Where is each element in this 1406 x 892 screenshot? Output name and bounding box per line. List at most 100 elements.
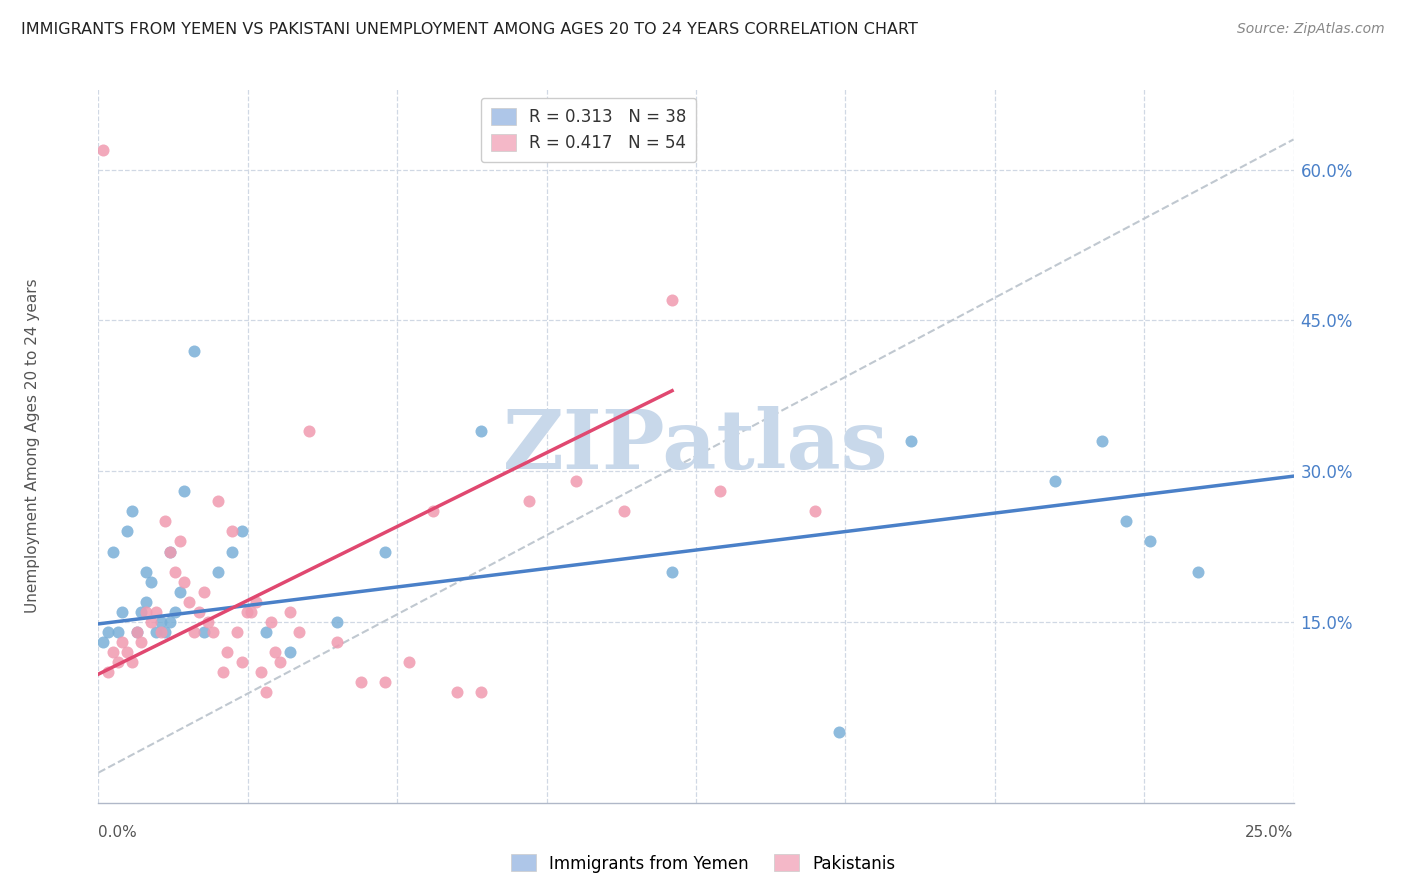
Point (193, 584, 215, 599)
Text: IMMIGRANTS FROM YEMEN VS PAKISTANI UNEMPLOYMENT AMONG AGES 20 TO 24 YEARS CORREL: IMMIGRANTS FROM YEMEN VS PAKISTANI UNEMP… (21, 22, 918, 37)
Point (183, 624, 205, 639)
Point (115, 524, 138, 539)
Point (517, 494, 540, 508)
Point (139, 615, 162, 629)
Point (101, 645, 124, 659)
Point (121, 504, 143, 518)
Point (173, 574, 195, 589)
Point (135, 565, 157, 579)
Point (374, 675, 396, 690)
Point (245, 595, 267, 609)
Point (350, 675, 373, 690)
Point (900, 434, 922, 448)
Point (231, 524, 253, 539)
Point (221, 524, 243, 539)
Point (115, 645, 138, 659)
Point (149, 615, 172, 629)
Point (169, 584, 191, 599)
Point (202, 624, 225, 639)
Point (159, 615, 181, 629)
Point (211, 665, 233, 680)
Point (111, 605, 134, 619)
Legend: Immigrants from Yemen, Pakistanis: Immigrants from Yemen, Pakistanis (505, 847, 901, 880)
Point (179, 595, 201, 609)
Point (226, 624, 249, 639)
Point (217, 645, 239, 659)
Text: Unemployment Among Ages 20 to 24 years: Unemployment Among Ages 20 to 24 years (25, 278, 41, 614)
Point (1091, 434, 1114, 448)
Point (121, 655, 143, 669)
Point (254, 685, 277, 699)
Point (326, 615, 349, 629)
Text: Source: ZipAtlas.com: Source: ZipAtlas.com (1237, 22, 1385, 37)
Point (111, 635, 134, 649)
Point (278, 605, 301, 619)
Point (221, 544, 243, 558)
Legend: R = 0.313   N = 38, R = 0.417   N = 54: R = 0.313 N = 38, R = 0.417 N = 54 (481, 97, 696, 162)
Point (1139, 534, 1161, 549)
Point (159, 544, 181, 558)
Point (131, 635, 153, 649)
Point (131, 605, 153, 619)
Point (155, 624, 177, 639)
Point (97, 665, 120, 680)
Point (231, 655, 253, 669)
Point (828, 725, 851, 739)
Point (197, 615, 219, 629)
Point (207, 565, 229, 579)
Point (1187, 565, 1209, 579)
Text: 25.0%: 25.0% (1246, 825, 1294, 840)
Point (288, 624, 311, 639)
Point (183, 343, 205, 358)
Point (163, 605, 186, 619)
Point (278, 645, 301, 659)
Point (661, 293, 683, 308)
Point (254, 624, 277, 639)
Point (169, 534, 191, 549)
Point (173, 484, 195, 499)
Point (193, 624, 215, 639)
Text: ZIPatlas: ZIPatlas (503, 406, 889, 486)
Point (1043, 474, 1066, 488)
Point (107, 655, 129, 669)
Point (661, 565, 683, 579)
Point (91, 143, 114, 157)
Text: 0.0%: 0.0% (98, 825, 138, 840)
Point (422, 504, 444, 518)
Point (250, 665, 273, 680)
Point (446, 685, 468, 699)
Point (259, 615, 281, 629)
Point (135, 595, 157, 609)
Point (155, 515, 177, 529)
Point (264, 645, 287, 659)
Point (91, 635, 114, 649)
Point (159, 544, 181, 558)
Point (398, 655, 420, 669)
Point (207, 494, 229, 508)
Point (470, 685, 492, 699)
Point (235, 605, 257, 619)
Point (149, 624, 172, 639)
Point (240, 605, 263, 619)
Point (101, 544, 124, 558)
Point (163, 565, 186, 579)
Point (269, 655, 291, 669)
Point (298, 424, 321, 438)
Point (135, 605, 157, 619)
Point (709, 484, 731, 499)
Point (125, 624, 148, 639)
Point (145, 624, 167, 639)
Point (145, 605, 167, 619)
Point (107, 624, 129, 639)
Point (97, 624, 120, 639)
Point (187, 605, 209, 619)
Point (374, 544, 396, 558)
Point (565, 474, 588, 488)
Point (1115, 515, 1137, 529)
Point (139, 574, 162, 589)
Point (804, 504, 827, 518)
Point (125, 624, 148, 639)
Point (613, 504, 636, 518)
Point (470, 424, 492, 438)
Point (326, 635, 349, 649)
